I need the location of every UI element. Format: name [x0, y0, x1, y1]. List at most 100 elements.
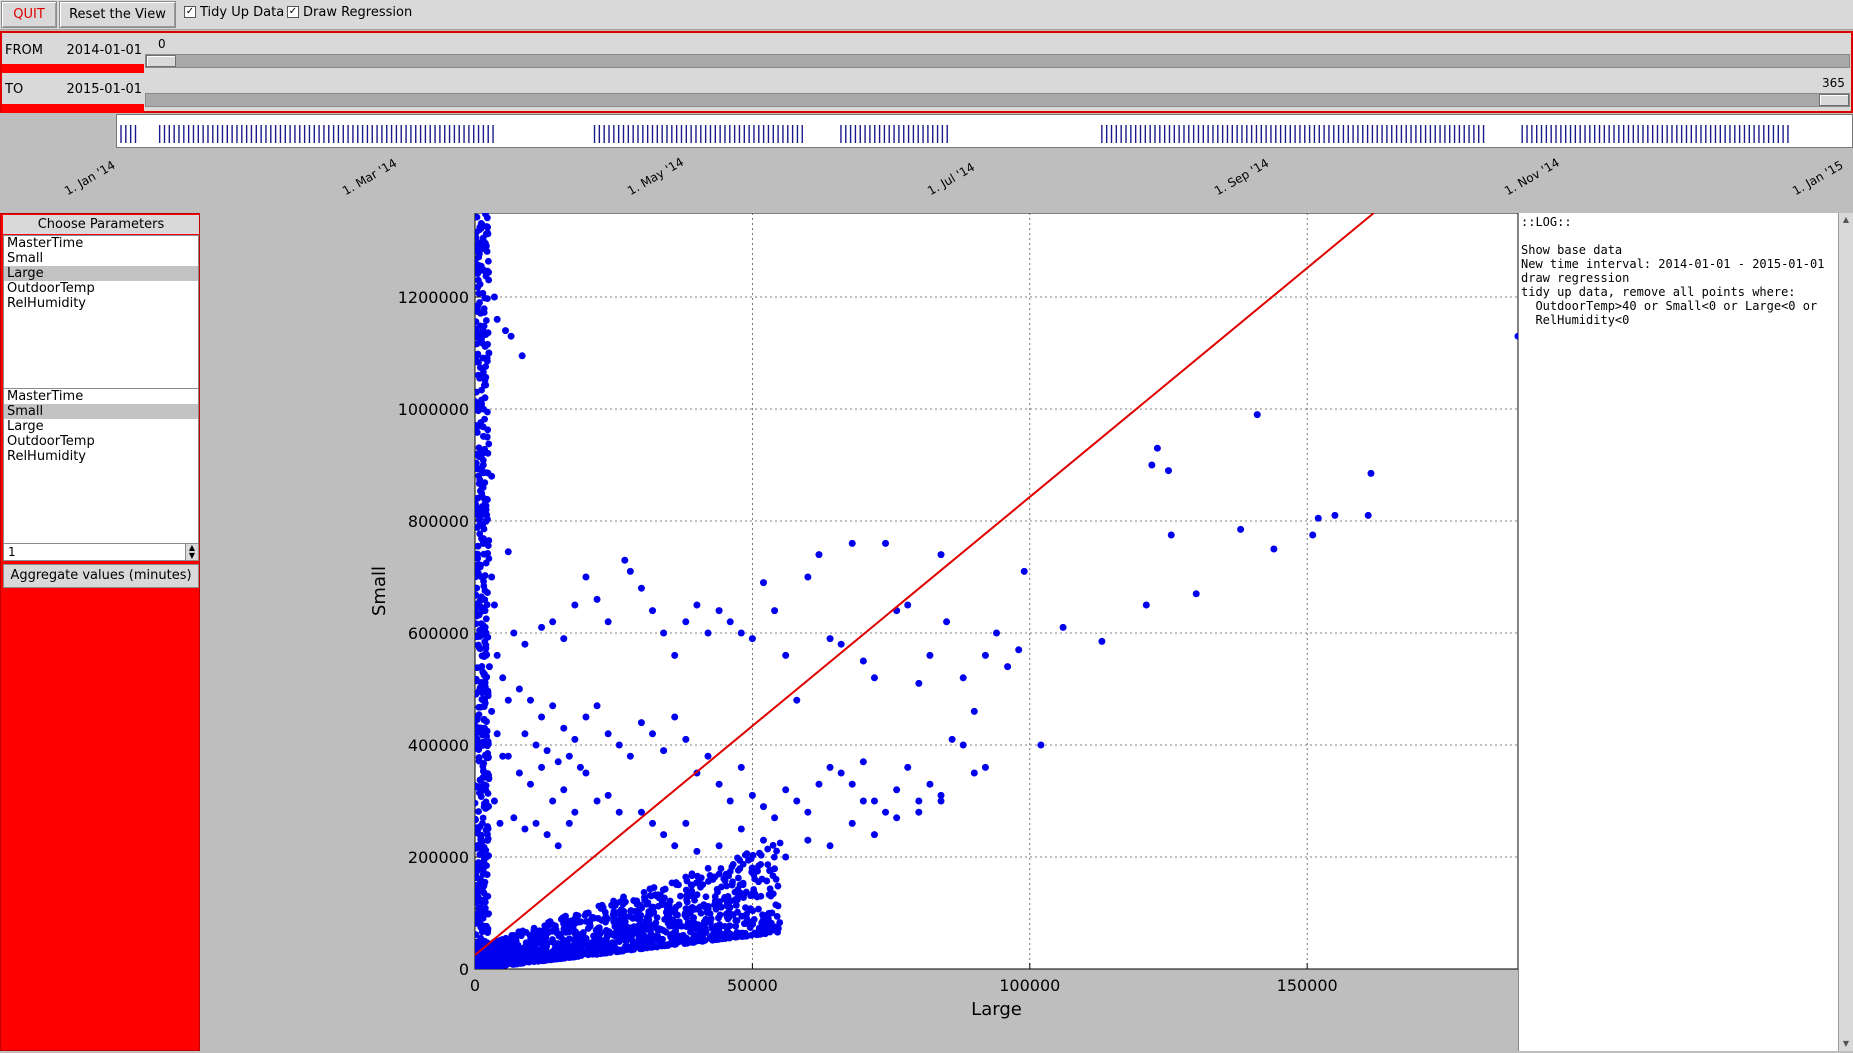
scatter-point: [484, 754, 492, 762]
scatter-point: [621, 556, 629, 564]
scatter-point: [644, 934, 652, 942]
scatter-point: [694, 921, 702, 929]
log-text: ::LOG:: Show base data New time interval: …: [1521, 215, 1831, 327]
scatter-point: [682, 819, 690, 827]
scatter-point: [646, 892, 654, 899]
scatter-point: [882, 808, 890, 816]
scatter-point: [476, 633, 484, 640]
scatter-point: [682, 886, 690, 894]
y-parameter-item[interactable]: OutdoorTemp: [7, 434, 95, 449]
from-slider-value: 0: [158, 37, 166, 51]
scatter-point: [585, 909, 592, 917]
from-slider-handle[interactable]: [146, 55, 176, 67]
check-icon: ✓: [184, 6, 196, 18]
scatter-point: [1314, 514, 1322, 522]
scatter-point: [904, 601, 912, 609]
scatter-point: [475, 620, 480, 628]
scatter-point: [732, 901, 740, 909]
x-parameter-item[interactable]: Large: [4, 266, 198, 281]
scatter-point: [554, 940, 562, 947]
scatter-point: [640, 888, 648, 896]
x-parameter-item[interactable]: RelHumidity: [7, 296, 87, 311]
scatter-point: [620, 926, 628, 934]
scatter-point: [484, 837, 492, 844]
scatter-point: [543, 831, 551, 839]
scroll-down-icon[interactable]: ▼: [1842, 1039, 1850, 1048]
scatter-point: [637, 584, 645, 592]
to-slider[interactable]: [145, 93, 1850, 107]
scatter-point: [476, 877, 484, 885]
scatter-point: [475, 584, 481, 592]
scatter-point: [859, 797, 867, 805]
timeline-label: 1. Jan '15: [1790, 157, 1846, 199]
scatter-point: [476, 299, 483, 306]
scroll-up-icon[interactable]: ▲: [1842, 215, 1850, 224]
scatter-point: [597, 905, 605, 912]
scatter-point: [757, 851, 765, 859]
draw-regression-checkbox[interactable]: ✓ Draw Regression: [287, 2, 412, 22]
x-parameter-item[interactable]: MasterTime: [7, 236, 84, 251]
y-parameter-item[interactable]: Small: [4, 404, 198, 419]
parameter-panel: Choose Parameters MasterTime Small Large Ou…: [0, 213, 200, 1051]
scatter-point: [483, 946, 491, 954]
scatter-point: [475, 356, 480, 364]
scatter-point: [726, 922, 734, 930]
scatter-point: [564, 917, 572, 925]
scatter-point: [476, 918, 483, 926]
scatter-point: [475, 754, 483, 762]
scatter-point: [475, 664, 481, 672]
timeline-label: 1. Jul '14: [925, 159, 978, 199]
scatter-point: [1164, 467, 1172, 475]
scatter-point: [1364, 511, 1372, 519]
y-parameter-item[interactable]: RelHumidity: [7, 449, 87, 464]
scatter-point: [637, 808, 645, 816]
x-parameter-listbox[interactable]: MasterTime Small Large OutdoorTemp RelHumidi…: [3, 235, 199, 399]
scatter-point: [926, 780, 934, 788]
scatter-point: [475, 884, 482, 892]
y-parameter-listbox[interactable]: MasterTime Small Large OutdoorTemp RelHumidi…: [3, 388, 199, 555]
spin-arrows-icon[interactable]: ▲ ▼: [185, 544, 198, 560]
scatter-point: [721, 935, 729, 943]
quit-button[interactable]: QUIT: [1, 1, 57, 28]
scatter-point: [804, 808, 812, 816]
scatter-point: [557, 915, 565, 923]
scatter-point: [484, 892, 492, 900]
scatter-point: [657, 891, 664, 899]
to-slider-handle[interactable]: [1819, 94, 1849, 106]
scatter-point: [478, 220, 486, 228]
scatter-point: [582, 573, 590, 581]
scatter-point: [693, 847, 701, 855]
scatter-point: [485, 349, 493, 357]
log-scrollbar[interactable]: ▲ ▼: [1838, 213, 1853, 1051]
y-parameter-item[interactable]: MasterTime: [7, 389, 84, 404]
to-label: TO: [5, 82, 24, 97]
scatter-point: [642, 917, 650, 925]
scatter-point: [479, 621, 487, 629]
tidy-up-data-checkbox[interactable]: ✓ Tidy Up Data: [184, 2, 284, 22]
scatter-point: [764, 917, 772, 924]
scatter-point: [478, 490, 486, 497]
scatter-point: [655, 925, 663, 933]
scatter-point: [477, 896, 485, 904]
x-parameter-item[interactable]: Small: [7, 251, 44, 266]
scatter-point: [737, 889, 745, 897]
scatter-point: [702, 893, 710, 901]
scatter-point: [499, 950, 507, 958]
y-parameter-item[interactable]: Large: [7, 419, 44, 434]
scatter-point: [652, 919, 660, 927]
scatter-point: [649, 607, 657, 615]
scatter-point: [755, 862, 763, 870]
aggregate-values-button[interactable]: Aggregate values (minutes): [3, 564, 199, 588]
from-slider[interactable]: [145, 54, 1850, 68]
scatter-point: [758, 927, 765, 935]
scatter-point: [475, 542, 482, 550]
scatter-point: [475, 861, 480, 869]
x-parameter-item[interactable]: OutdoorTemp: [7, 281, 95, 296]
reset-view-button[interactable]: Reset the View: [59, 1, 176, 28]
scatter-point: [485, 537, 493, 544]
scatter-point: [731, 888, 739, 896]
scatter-point: [766, 885, 774, 893]
scatter-point: [859, 758, 867, 766]
aggregate-spinbox[interactable]: 1 ▲ ▼: [3, 543, 199, 561]
scatter-point: [548, 927, 556, 935]
